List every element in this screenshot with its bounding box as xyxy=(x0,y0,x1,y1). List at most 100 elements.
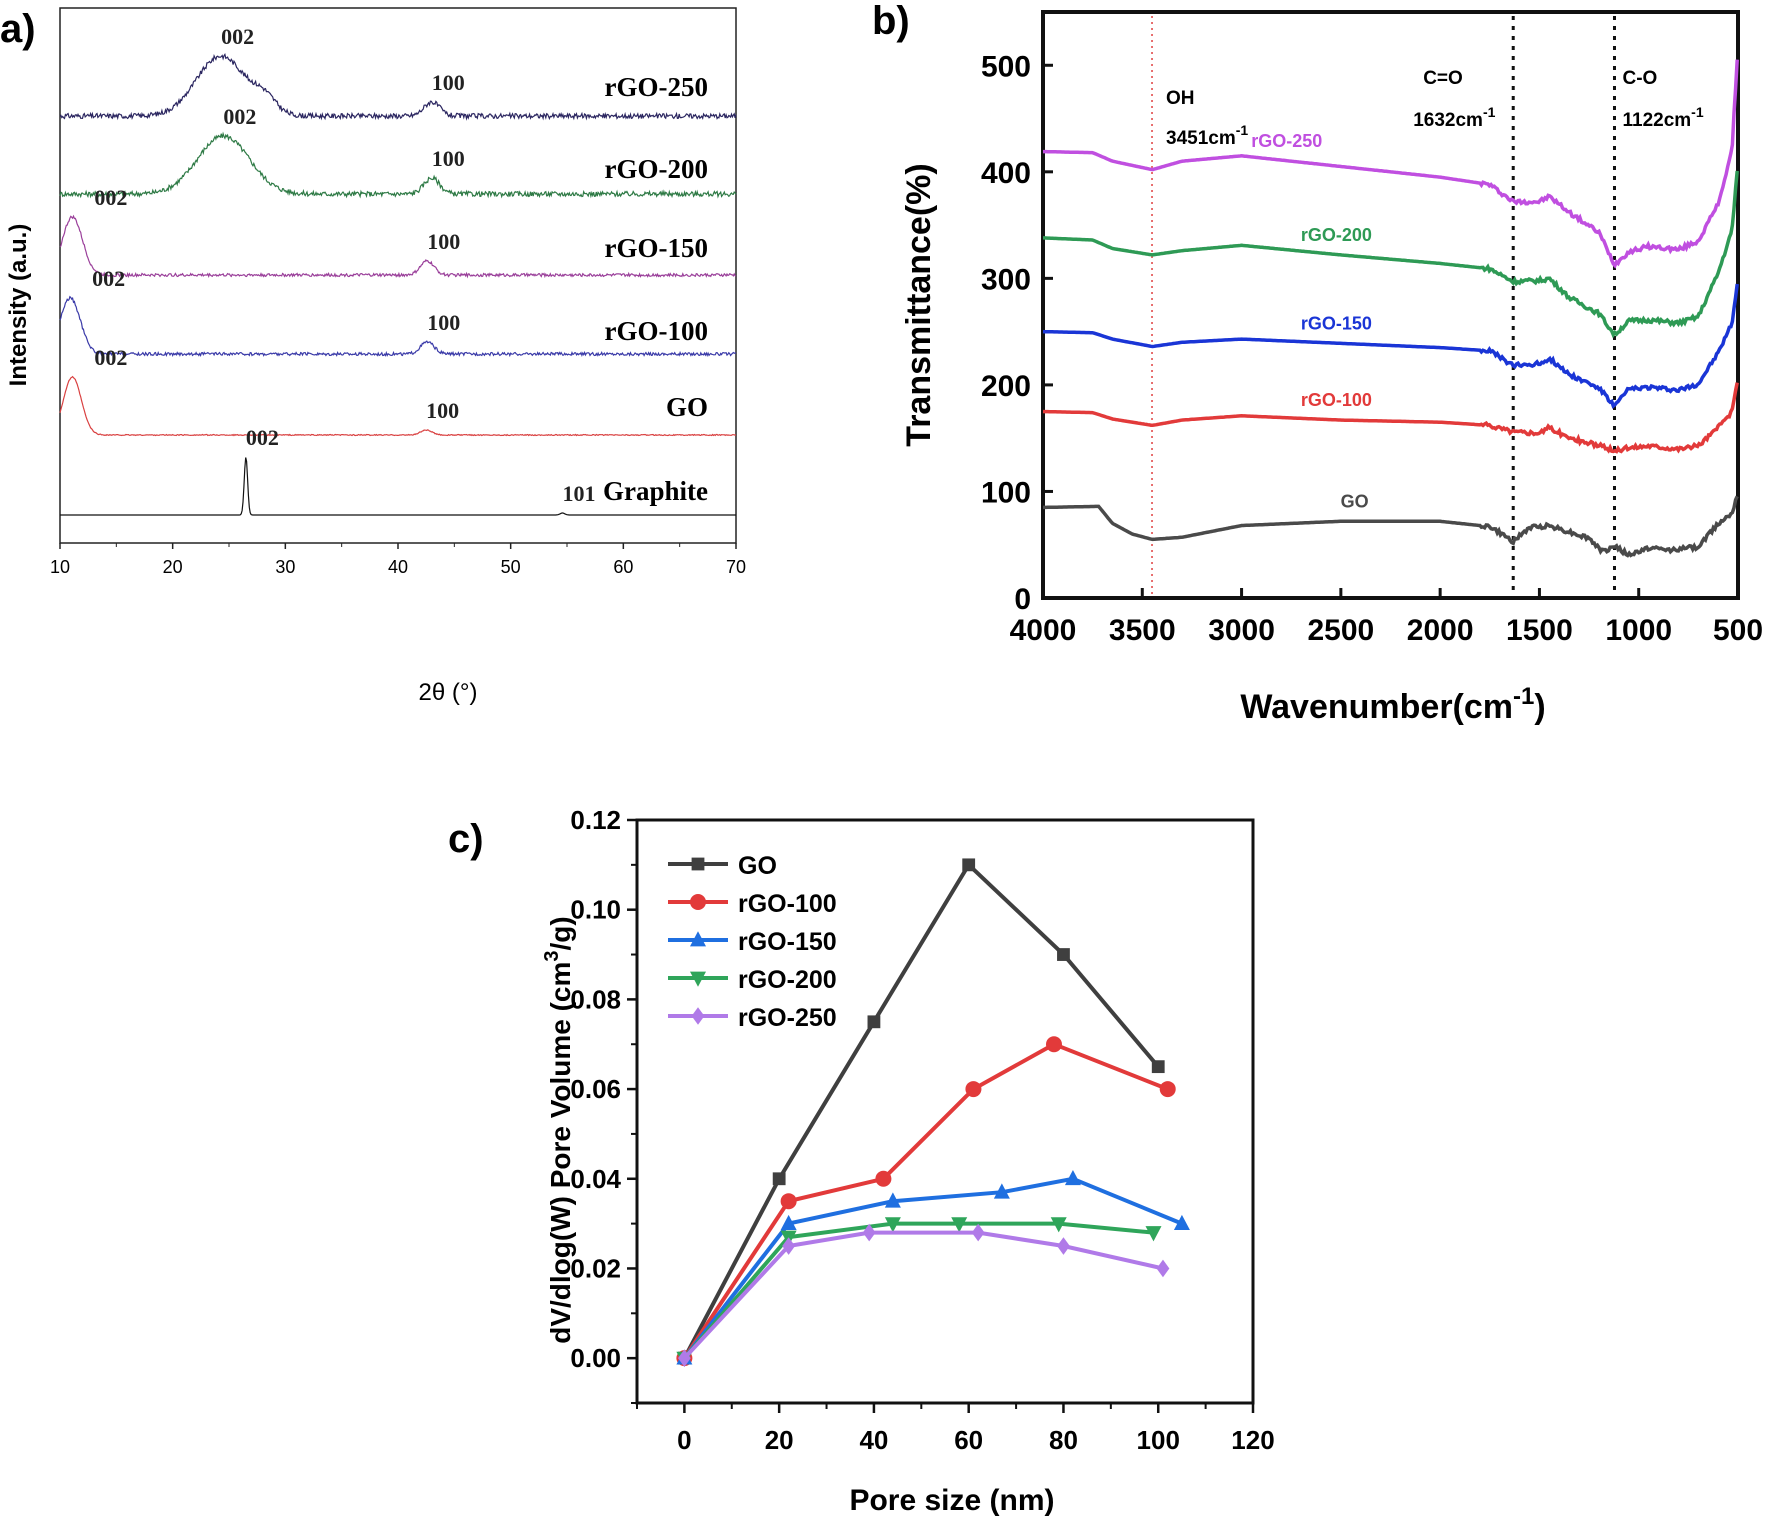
chart-c-point xyxy=(1050,1217,1067,1233)
chart-c-point xyxy=(1173,1214,1190,1231)
chart-b-xlabel-tail: ) xyxy=(1534,688,1545,726)
chart-b-series-label: rGO-250 xyxy=(1251,131,1322,151)
chart-c-ytick-label: 0.02 xyxy=(570,1253,621,1283)
pore-size-chart: 0 20 40 60 80 100 120 0.00 0.02 0.04 0.06 0.08 0.10 0… xyxy=(570,805,1274,1455)
chart-a-peak-label: 002 xyxy=(246,425,279,450)
chart-b-xtick-label: 2000 xyxy=(1407,614,1474,647)
chart-a-peak-label: 100 xyxy=(427,229,460,254)
chart-c-xtick-label: 120 xyxy=(1231,1425,1274,1455)
chart-b-series-label: rGO-200 xyxy=(1301,225,1372,245)
chart-c-ytick-label: 0.00 xyxy=(570,1343,621,1373)
chart-a-peak-label: 100 xyxy=(432,146,465,171)
chart-c-point xyxy=(884,1217,901,1233)
chart-c-xtick-label: 20 xyxy=(765,1425,794,1455)
chart-b-series-rGO-100 xyxy=(1042,382,1739,454)
chart-a-peak-label: 100 xyxy=(427,310,460,335)
chart-c-point xyxy=(971,1223,985,1242)
chart-a-peak-label: 002 xyxy=(221,24,254,49)
chart-b-series-label: GO xyxy=(1341,491,1369,511)
chart-c-legend-marker xyxy=(690,931,706,947)
chart-a-series-rGO-200 xyxy=(59,131,737,199)
ftir-chart: 4000 3500 3000 2500 2000 1500 1000 500 0 100 200 30… xyxy=(981,10,1763,647)
chart-a-series-Graphite xyxy=(60,457,736,516)
chart-c-point xyxy=(780,1214,797,1231)
chart-c-point xyxy=(1145,1226,1162,1242)
chart-c-ylabel-tail: /g) xyxy=(545,916,576,950)
chart-a-peak-label: 100 xyxy=(426,398,459,423)
chart-b-ref-label: C=O xyxy=(1423,68,1463,89)
chart-b-xtick-label: 3500 xyxy=(1109,614,1176,647)
chart-b-ref-label: OH xyxy=(1166,88,1195,109)
chart-c-point xyxy=(1064,1169,1081,1186)
chart-c-series-rGO-150 xyxy=(682,1176,1183,1360)
chart-c-xlabel: Pore size (nm) xyxy=(849,1484,1054,1517)
xrd-chart: 10 20 30 40 50 60 70 rGO-250 002 100 rGO-200 002 100… xyxy=(50,7,746,577)
chart-a-xtick-label: 50 xyxy=(501,557,521,577)
chart-c-legend-marker xyxy=(691,1007,705,1025)
chart-c-legend-marker xyxy=(690,894,706,910)
chart-a-xtick-label: 30 xyxy=(275,557,295,577)
chart-c-point xyxy=(772,1172,786,1186)
chart-c-legend-label: rGO-150 xyxy=(738,928,837,956)
chart-c-xtick-label: 40 xyxy=(859,1425,888,1455)
chart-c-legend-label: GO xyxy=(738,852,777,880)
chart-a-xtick-label: 60 xyxy=(613,557,633,577)
chart-c-point xyxy=(1159,1081,1176,1098)
chart-b-ytick-label: 500 xyxy=(981,50,1031,83)
chart-c-xtick-label: 100 xyxy=(1137,1425,1180,1455)
chart-c-point xyxy=(782,1237,796,1255)
chart-c-point xyxy=(962,858,976,872)
chart-b-series-rGO-200 xyxy=(1043,170,1739,339)
chart-c-ylabel: dV/dlog(W) Pore Volume (cm3/g) xyxy=(541,916,576,1344)
panel-label-b: b) xyxy=(872,0,910,43)
chart-b-frame xyxy=(1041,10,1740,600)
chart-b-xlabel-sup: -1 xyxy=(1513,683,1534,710)
chart-c-xtick-label: 0 xyxy=(677,1425,691,1455)
chart-c-series-GO xyxy=(682,861,1160,1360)
chart-b-ytick-label: 200 xyxy=(981,370,1031,403)
chart-a-series-GO xyxy=(59,375,737,437)
chart-a-peak-label: 101 xyxy=(562,481,595,506)
chart-b-ytick-label: 0 xyxy=(1014,583,1031,616)
chart-b-ref-label: C-O xyxy=(1622,68,1657,89)
chart-a-series-rGO-100 xyxy=(59,295,737,358)
chart-b-ytick-label: 300 xyxy=(981,263,1031,296)
chart-a-series-label: Graphite xyxy=(603,476,708,506)
chart-c-point xyxy=(965,1081,982,1098)
chart-b-ref-label-wavenumber: 1632cm-1 xyxy=(1413,104,1495,131)
chart-a-peak-label: 100 xyxy=(432,70,465,95)
chart-a-xtick-label: 20 xyxy=(163,557,183,577)
chart-c-ytick-label: 0.06 xyxy=(570,1074,621,1104)
chart-c-point xyxy=(993,1183,1010,1199)
chart-c-point xyxy=(1057,1237,1070,1255)
chart-b-xtick-label: 2500 xyxy=(1307,614,1374,647)
chart-c-ytick-label: 0.04 xyxy=(570,1164,621,1194)
chart-a-xtick-label: 10 xyxy=(50,557,70,577)
chart-b-series-GO xyxy=(1043,495,1739,558)
chart-c-point xyxy=(875,1170,892,1187)
chart-b-ref-label-sup: -1 xyxy=(1691,104,1704,120)
chart-a-series-label: GO xyxy=(666,392,708,422)
chart-c-point xyxy=(780,1193,797,1210)
chart-b-series-label: rGO-150 xyxy=(1301,313,1372,333)
chart-a-series-rGO-250 xyxy=(59,53,737,121)
chart-c-ytick-label: 0.08 xyxy=(570,984,621,1014)
chart-b-ytick-label: 100 xyxy=(981,476,1031,509)
chart-c-ytick-label: 0.10 xyxy=(570,895,621,925)
chart-c-frame xyxy=(635,818,1255,1405)
chart-c-series-rGO-250 xyxy=(682,1230,1164,1360)
chart-b-ref-label-wavenumber: 3451cm-1 xyxy=(1166,122,1248,149)
panel-label-c: c) xyxy=(448,817,484,861)
chart-b-ref-label-wavenumber: 1122cm-1 xyxy=(1622,104,1703,131)
chart-b-xtick-label: 1500 xyxy=(1506,614,1573,647)
chart-c-point xyxy=(884,1192,901,1208)
chart-a-ylabel: Intensity (a.u.) xyxy=(5,224,32,387)
chart-a-xtick-label: 70 xyxy=(726,557,746,577)
chart-c-point xyxy=(1151,1060,1165,1074)
chart-a-xlabel: 2θ (°) xyxy=(419,679,478,706)
chart-c-ylabel-main: dV/dlog(W) Pore Volume (cm xyxy=(545,962,576,1344)
chart-c-legend-label: rGO-250 xyxy=(738,1004,837,1032)
chart-c-ylabel-sup: 3 xyxy=(541,950,563,961)
chart-a-peak-label: 002 xyxy=(223,104,256,129)
